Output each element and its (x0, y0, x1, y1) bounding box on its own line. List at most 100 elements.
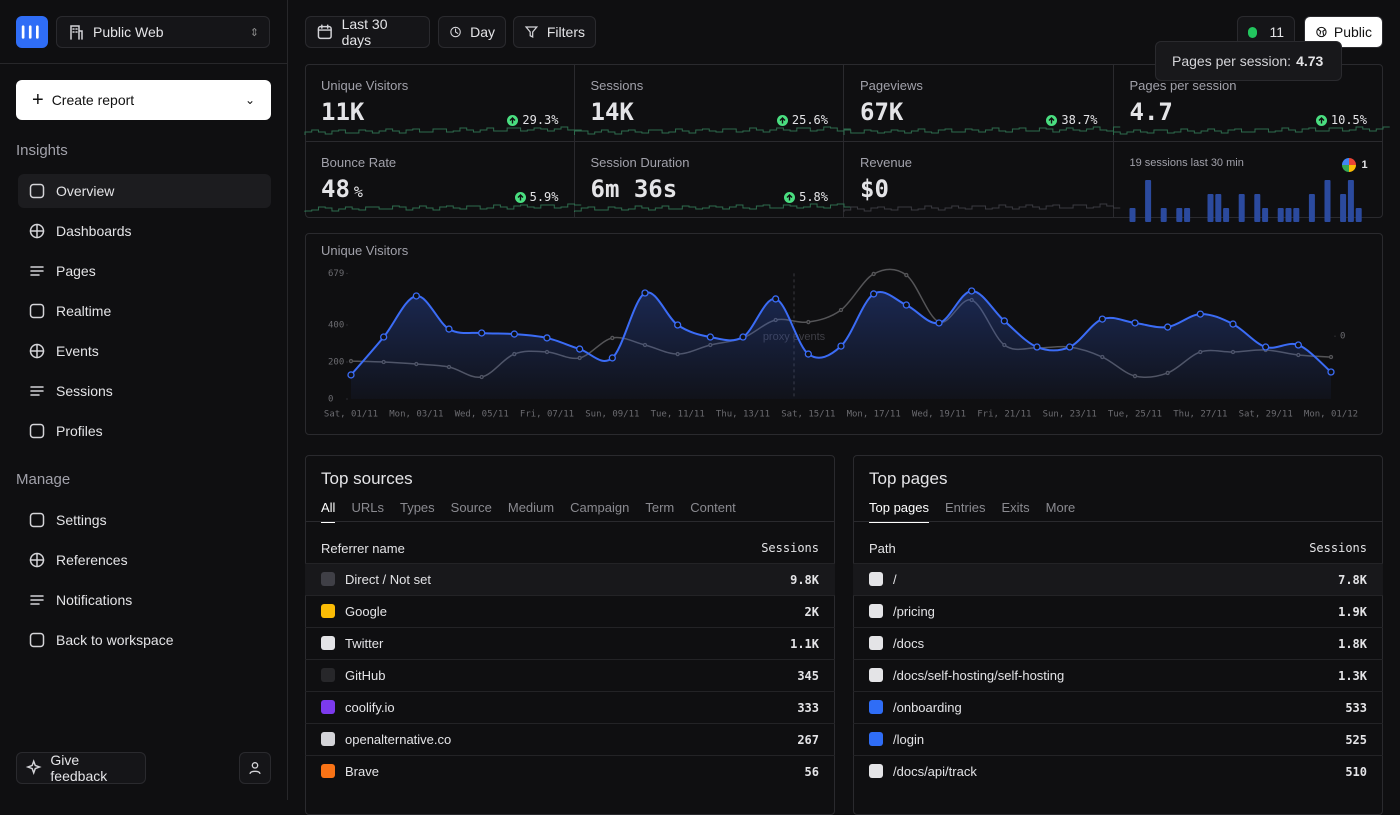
row[interactable] (853, 627, 1383, 659)
metric-label: Unique Visitors (321, 78, 408, 93)
metric-number: $0 (860, 175, 889, 203)
tab[interactable]: Entries (945, 500, 985, 523)
nav-item[interactable]: Settings (18, 503, 271, 537)
tab[interactable]: Term (645, 500, 674, 523)
create-report-button[interactable]: +Create report⌄ (16, 80, 271, 120)
row[interactable] (853, 563, 1383, 595)
icon-part (515, 192, 526, 203)
row-value: 1.1K (790, 637, 819, 651)
change-value: 38.7% (1061, 113, 1097, 127)
nav-item[interactable]: Notifications (18, 583, 271, 617)
tab[interactable]: All (321, 500, 335, 523)
google-icon (1342, 158, 1356, 172)
icon-part (31, 305, 44, 318)
toolbar-label: Filters (547, 24, 585, 40)
nav-label: Profiles (56, 423, 103, 439)
tab[interactable]: Exits (1001, 500, 1029, 523)
realtime-label: 19 sessions last 30 min (1130, 157, 1244, 169)
tab[interactable]: Campaign (570, 500, 629, 523)
tab[interactable]: More (1046, 500, 1076, 523)
tooltip-label: Pages per session: (1172, 53, 1291, 69)
nav-label: Events (56, 343, 99, 359)
icon-part (28, 422, 46, 440)
metric-unit: % (354, 183, 363, 201)
row[interactable] (305, 627, 835, 659)
icon-part (316, 23, 334, 41)
metric-change: 5.8% (784, 190, 828, 204)
project-select[interactable]: Public Web⇕ (56, 16, 270, 48)
change-value: 25.6% (792, 113, 828, 127)
icon-part (1318, 29, 1325, 35)
icon-part (449, 23, 462, 41)
tabs-divider (305, 521, 835, 522)
row-icon (869, 636, 883, 650)
metric-value: 6m 36s (591, 175, 678, 203)
icon-part (31, 425, 44, 438)
nav-item[interactable]: Realtime (18, 294, 271, 328)
nav-label: Realtime (56, 303, 111, 319)
icon-part (1315, 23, 1328, 41)
nav-label: Notifications (56, 592, 132, 608)
icon-part (28, 511, 46, 529)
nav-item[interactable]: Pages (18, 254, 271, 288)
icon-part (28, 262, 46, 280)
row-value: 1.8K (1338, 637, 1367, 651)
icon-part (247, 759, 263, 777)
user-button[interactable] (239, 752, 271, 784)
icon-part (252, 763, 257, 768)
icon-part (28, 761, 40, 773)
tab[interactable]: Top pages (869, 500, 929, 523)
tab[interactable]: Source (451, 500, 492, 523)
toolbar-button[interactable]: Day (438, 16, 506, 48)
icon-part (28, 302, 46, 320)
metric-label: Sessions (591, 78, 644, 93)
row-value: 56 (805, 765, 819, 779)
visibility-label: Public (1334, 24, 1372, 40)
create-report-label: Create report (52, 92, 237, 108)
nav-label: Dashboards (56, 223, 132, 239)
tabs: Top pages Entries Exits More (869, 500, 1075, 523)
row[interactable] (853, 723, 1383, 755)
tab[interactable]: Types (400, 500, 435, 523)
icon-part (67, 23, 85, 41)
tab[interactable]: Medium (508, 500, 554, 523)
icon-part (28, 551, 46, 569)
row-value: 333 (797, 701, 819, 715)
nav-item[interactable]: Sessions (18, 374, 271, 408)
row-value: 1.9K (1338, 605, 1367, 619)
tab[interactable]: Content (690, 500, 736, 523)
feedback-button[interactable]: Give feedback (16, 752, 146, 784)
column-header: Sessions (1309, 541, 1367, 555)
chevron: ⌄ (245, 93, 255, 107)
metric-number: 14K (591, 98, 634, 126)
row-label: GitHub (345, 668, 385, 683)
toolbar-button[interactable]: Filters (513, 16, 596, 48)
toolbar-button[interactable]: Last 30 days (305, 16, 430, 48)
nav-label: Settings (56, 512, 107, 528)
metric-number: 48 (321, 175, 350, 203)
icon-part (1316, 115, 1327, 126)
nav-item[interactable]: Overview (18, 174, 271, 208)
row-value: 9.8K (790, 573, 819, 587)
live-dot (1248, 27, 1257, 38)
nav-item[interactable]: Back to workspace (18, 623, 271, 657)
nav-item[interactable]: Events (18, 334, 271, 368)
metric-number: 6m 36s (591, 175, 678, 203)
nav-label: References (56, 552, 128, 568)
nav-label: Back to workspace (56, 632, 174, 648)
referrer-count: 1 (1362, 159, 1368, 171)
icon-part (28, 591, 46, 609)
row[interactable] (305, 755, 835, 787)
change-value: 29.3% (522, 113, 558, 127)
row-icon (321, 572, 335, 586)
nav-item[interactable]: Profiles (18, 414, 271, 448)
tab[interactable]: URLs (351, 500, 384, 523)
row-label: Direct / Not set (345, 572, 431, 587)
nav-item[interactable]: References (18, 543, 271, 577)
row-icon (321, 604, 335, 618)
row-label: /docs/self-hosting/self-hosting (893, 668, 1064, 683)
change-value: 5.9% (530, 190, 559, 204)
row-icon (869, 732, 883, 746)
nav-item[interactable]: Dashboards (18, 214, 271, 248)
row-icon (869, 572, 883, 586)
